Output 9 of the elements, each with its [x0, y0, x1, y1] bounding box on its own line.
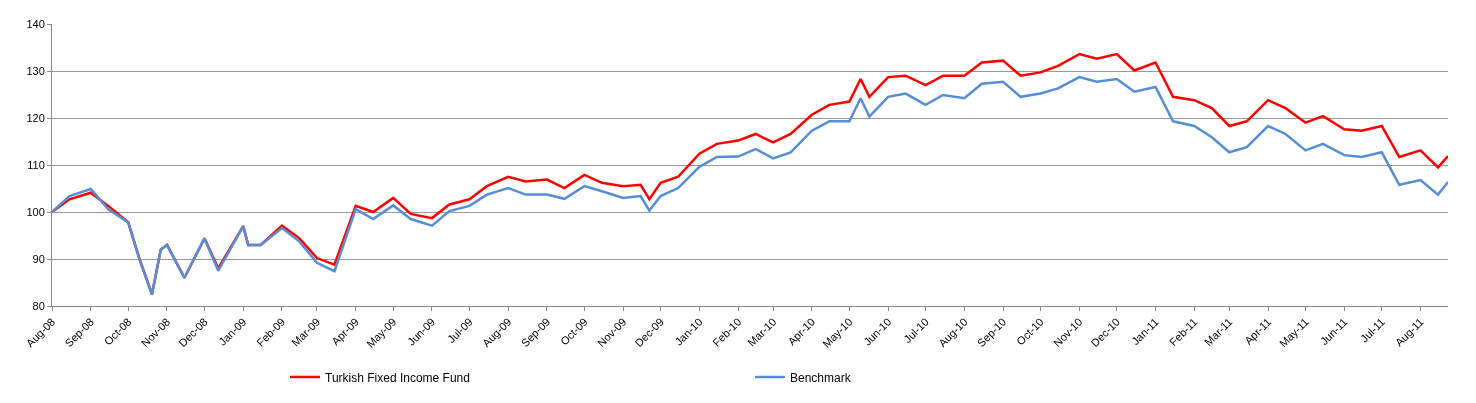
y-tick-label: 80: [32, 299, 45, 312]
y-tick-label: 120: [26, 111, 45, 124]
legend-label: Benchmark: [790, 370, 852, 385]
y-tick-label: 130: [26, 64, 45, 77]
legend-label: Turkish Fixed Income Fund: [325, 370, 470, 385]
y-tick-label: 140: [26, 17, 45, 30]
y-tick-label: 100: [26, 205, 45, 218]
y-tick-label: 110: [27, 158, 45, 171]
y-tick-label: 90: [32, 252, 45, 265]
